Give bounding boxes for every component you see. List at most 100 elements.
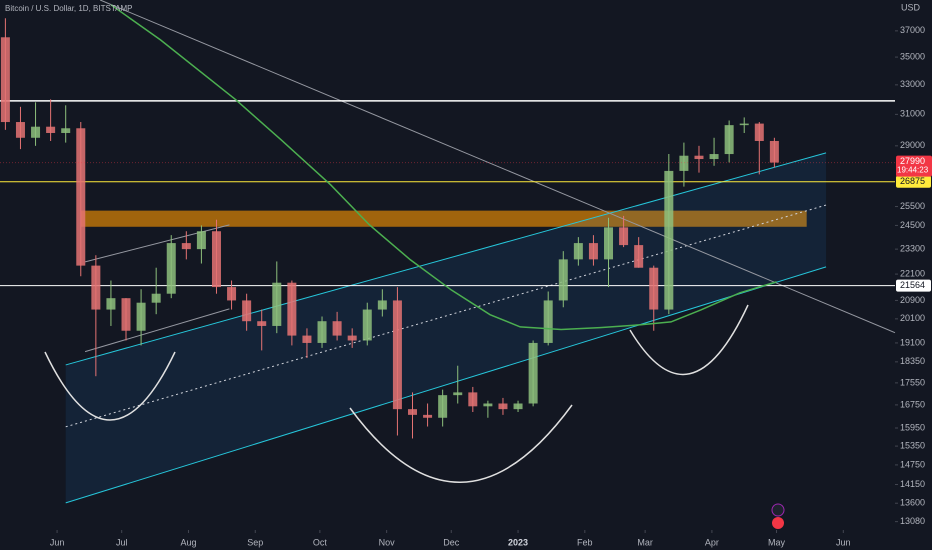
candle-body bbox=[166, 243, 176, 294]
level-label-box bbox=[896, 279, 931, 292]
candle-body bbox=[227, 287, 237, 301]
y-tick-label: 24500 bbox=[900, 220, 925, 230]
y-tick-label: 37000 bbox=[900, 25, 925, 35]
x-tick-label: Apr bbox=[705, 537, 719, 547]
candle-body bbox=[46, 126, 56, 133]
y-tick-label: 14750 bbox=[900, 459, 925, 469]
candle-body bbox=[543, 300, 553, 343]
candle-body bbox=[604, 227, 614, 260]
candle-body bbox=[709, 154, 719, 160]
candle-body bbox=[694, 155, 704, 160]
arc bbox=[629, 304, 749, 376]
level-label: 21564 bbox=[900, 280, 925, 290]
candle-body bbox=[407, 409, 417, 415]
candle-body bbox=[724, 125, 734, 155]
candle-body bbox=[61, 128, 71, 133]
plot-area bbox=[0, 0, 896, 504]
y-tick-label: 15350 bbox=[900, 440, 925, 450]
candle-body bbox=[272, 282, 282, 326]
y-tick-label: 16750 bbox=[900, 399, 925, 409]
candle-body bbox=[573, 243, 583, 260]
y-tick-label: 18350 bbox=[900, 356, 925, 366]
candle-body bbox=[257, 321, 267, 326]
candle-body bbox=[15, 122, 25, 138]
candle-body bbox=[453, 392, 463, 396]
candle-body bbox=[287, 282, 297, 336]
channel-line bbox=[65, 266, 827, 504]
candle-body bbox=[679, 155, 689, 171]
zone bbox=[80, 210, 807, 227]
candle-body bbox=[362, 309, 372, 341]
x-tick-label: Jul bbox=[116, 537, 128, 547]
x-tick-label: Oct bbox=[313, 537, 328, 547]
candle-body bbox=[438, 395, 448, 418]
candle-body bbox=[332, 321, 342, 336]
candle-body bbox=[211, 231, 221, 288]
candle-body bbox=[739, 123, 749, 126]
candle-body bbox=[151, 293, 161, 303]
candle-body bbox=[91, 265, 101, 310]
candle-body bbox=[528, 342, 538, 404]
y-tick-label: 31000 bbox=[900, 109, 925, 119]
candle-body bbox=[347, 335, 357, 341]
candle-body bbox=[0, 37, 10, 123]
y-tick-label: 17550 bbox=[900, 377, 925, 387]
candle-body bbox=[423, 414, 433, 418]
candle-body bbox=[498, 403, 508, 410]
channel-line bbox=[65, 152, 827, 366]
x-tick-label: Jun bbox=[836, 537, 851, 547]
candle-body bbox=[106, 298, 116, 310]
candle-body bbox=[664, 170, 674, 310]
y-tick-label: 13600 bbox=[900, 498, 925, 508]
y-tick-label: 13080 bbox=[900, 516, 925, 526]
candle-body bbox=[136, 302, 146, 331]
x-tick-label: May bbox=[768, 537, 786, 547]
candle-body bbox=[76, 128, 86, 266]
moving-average bbox=[110, 4, 777, 331]
candle-body bbox=[181, 243, 191, 250]
candle-body bbox=[196, 231, 206, 250]
candle-body bbox=[317, 321, 327, 343]
x-tick-label: Jun bbox=[50, 537, 65, 547]
candle-body bbox=[121, 298, 131, 331]
event-icon[interactable] bbox=[771, 503, 785, 517]
candle-body bbox=[468, 392, 478, 407]
x-tick-label: Dec bbox=[443, 537, 460, 547]
candle-body bbox=[377, 300, 387, 310]
candle-body bbox=[619, 227, 629, 246]
axis-unit: USD bbox=[901, 2, 921, 12]
y-tick-label: 20900 bbox=[900, 295, 925, 305]
level-label: 26875 bbox=[900, 176, 925, 186]
y-tick-label: 22100 bbox=[900, 268, 925, 278]
candle-body bbox=[558, 259, 568, 301]
countdown: 19:44:23 bbox=[897, 166, 929, 175]
candle-body bbox=[242, 300, 252, 322]
y-tick-label: 33000 bbox=[900, 79, 925, 89]
candle-body bbox=[302, 335, 312, 343]
x-tick-label: Nov bbox=[379, 537, 396, 547]
candle-body bbox=[649, 267, 659, 310]
y-tick-label: 29000 bbox=[900, 140, 925, 150]
x-tick-label: Sep bbox=[247, 537, 263, 547]
candle-body bbox=[31, 126, 41, 138]
y-tick-label: 23300 bbox=[900, 244, 925, 254]
event-icon[interactable] bbox=[772, 517, 784, 529]
candle-body bbox=[634, 245, 644, 268]
x-tick-label: Aug bbox=[180, 537, 196, 547]
last-price-box bbox=[896, 155, 932, 177]
candle-body bbox=[513, 403, 523, 410]
candle-body bbox=[754, 123, 764, 141]
last-price-label: 27990 bbox=[900, 156, 925, 166]
trendline bbox=[99, 0, 896, 334]
y-tick-label: 35000 bbox=[900, 51, 925, 61]
x-tick-label: Mar bbox=[637, 537, 653, 547]
candle-body bbox=[483, 403, 493, 407]
level-label-box bbox=[896, 175, 931, 188]
candle-body bbox=[769, 140, 779, 163]
y-tick-label: 25500 bbox=[900, 201, 925, 211]
candle-body bbox=[588, 243, 598, 260]
x-tick-label: 2023 bbox=[508, 537, 528, 547]
